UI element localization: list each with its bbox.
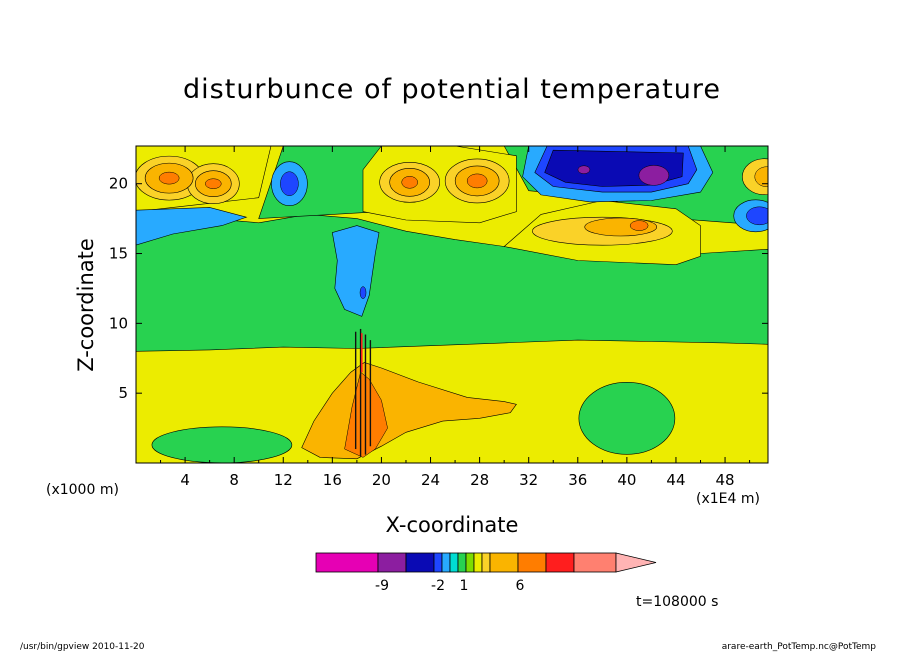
colorbar-extend-arrow — [615, 552, 657, 573]
region-surface-green-west — [151, 426, 293, 463]
region-cold-east-edge-core — [746, 206, 768, 226]
x-tick-label: 8 — [229, 471, 239, 489]
colorbar-swatch — [465, 552, 475, 573]
contour-plot-area — [136, 146, 768, 463]
region-warm-east-edge-core — [754, 166, 768, 187]
region-warm-cell-1-max — [158, 171, 180, 185]
x-axis: 4 8 12 16 20 24 28 32 36 40 44 48 — [160, 146, 751, 489]
y-tick-label: 10 — [109, 314, 128, 332]
colorbar-swatch — [573, 552, 617, 573]
x-units-note: (x1E4 m) — [696, 491, 760, 507]
x-axis-label: X-coordinate — [385, 513, 519, 537]
colorbar-tick-label: -2 — [431, 578, 445, 594]
colorbar-swatch — [481, 552, 491, 573]
x-tick-label: 24 — [421, 471, 440, 489]
time-label: t=108000 s — [636, 594, 719, 610]
colorbar-swatch — [517, 552, 547, 573]
x-tick-label: 40 — [617, 471, 636, 489]
colorbar-tick-label: -9 — [375, 578, 389, 594]
colorbar-swatch — [473, 552, 483, 573]
x-tick-label: 48 — [716, 471, 735, 489]
region-cold-cell-min — [638, 165, 670, 186]
x-tick-label: 20 — [372, 471, 391, 489]
region-cold-strip-west — [136, 207, 248, 246]
x-tick-label: 32 — [519, 471, 538, 489]
y-tick-label: 20 — [109, 175, 128, 193]
colorbar-swatch — [433, 552, 443, 573]
colorbar-swatch — [315, 552, 379, 573]
region-cold-column-core — [359, 286, 367, 299]
colorbar-swatch — [457, 552, 467, 573]
x-tick-label: 12 — [274, 471, 293, 489]
y-tick-label: 15 — [109, 245, 128, 263]
x-tick-label: 16 — [323, 471, 342, 489]
region-cold-cell-west-core — [280, 171, 299, 196]
x-tick-label: 28 — [470, 471, 489, 489]
footer-program-date: /usr/bin/gpview 2010-11-20 — [20, 642, 145, 652]
y-tick-label: 5 — [118, 384, 128, 402]
region-warm-cell-4-max — [466, 173, 488, 189]
colorbar-swatch — [377, 552, 407, 573]
chart-title: disturbunce of potential temperature — [183, 74, 721, 105]
region-warm-tongue-max — [629, 220, 649, 231]
colorbar-tick-label: 1 — [460, 578, 469, 594]
colorbar-tick-label: 6 — [516, 578, 525, 594]
y-axis-label: Z-coordinate — [74, 238, 98, 372]
colorbar-swatch — [449, 552, 459, 573]
footer-source-file: arare-earth_PotTemp.nc@PotTemp — [721, 642, 876, 652]
plot-frame — [135, 145, 769, 464]
region-surface-green-east — [578, 382, 676, 455]
region-cold-cell-min-2 — [577, 165, 591, 174]
x-tick-label: 36 — [568, 471, 587, 489]
x-tick-label: 44 — [666, 471, 685, 489]
x-tick-label: 4 — [180, 471, 190, 489]
colorbar: -9 -2 1 6 — [315, 552, 657, 594]
region-cold-column — [331, 225, 380, 317]
colorbar-swatch — [441, 552, 451, 573]
y-axis: 5 10 15 20 — [109, 175, 768, 402]
colorbar-swatch — [405, 552, 435, 573]
y-units-note: (x1000 m) — [46, 482, 119, 498]
region-warm-cell-3-max — [401, 176, 418, 189]
region-warm-cell-2-max — [205, 178, 222, 189]
colorbar-swatch — [489, 552, 519, 573]
colorbar-swatch — [545, 552, 575, 573]
